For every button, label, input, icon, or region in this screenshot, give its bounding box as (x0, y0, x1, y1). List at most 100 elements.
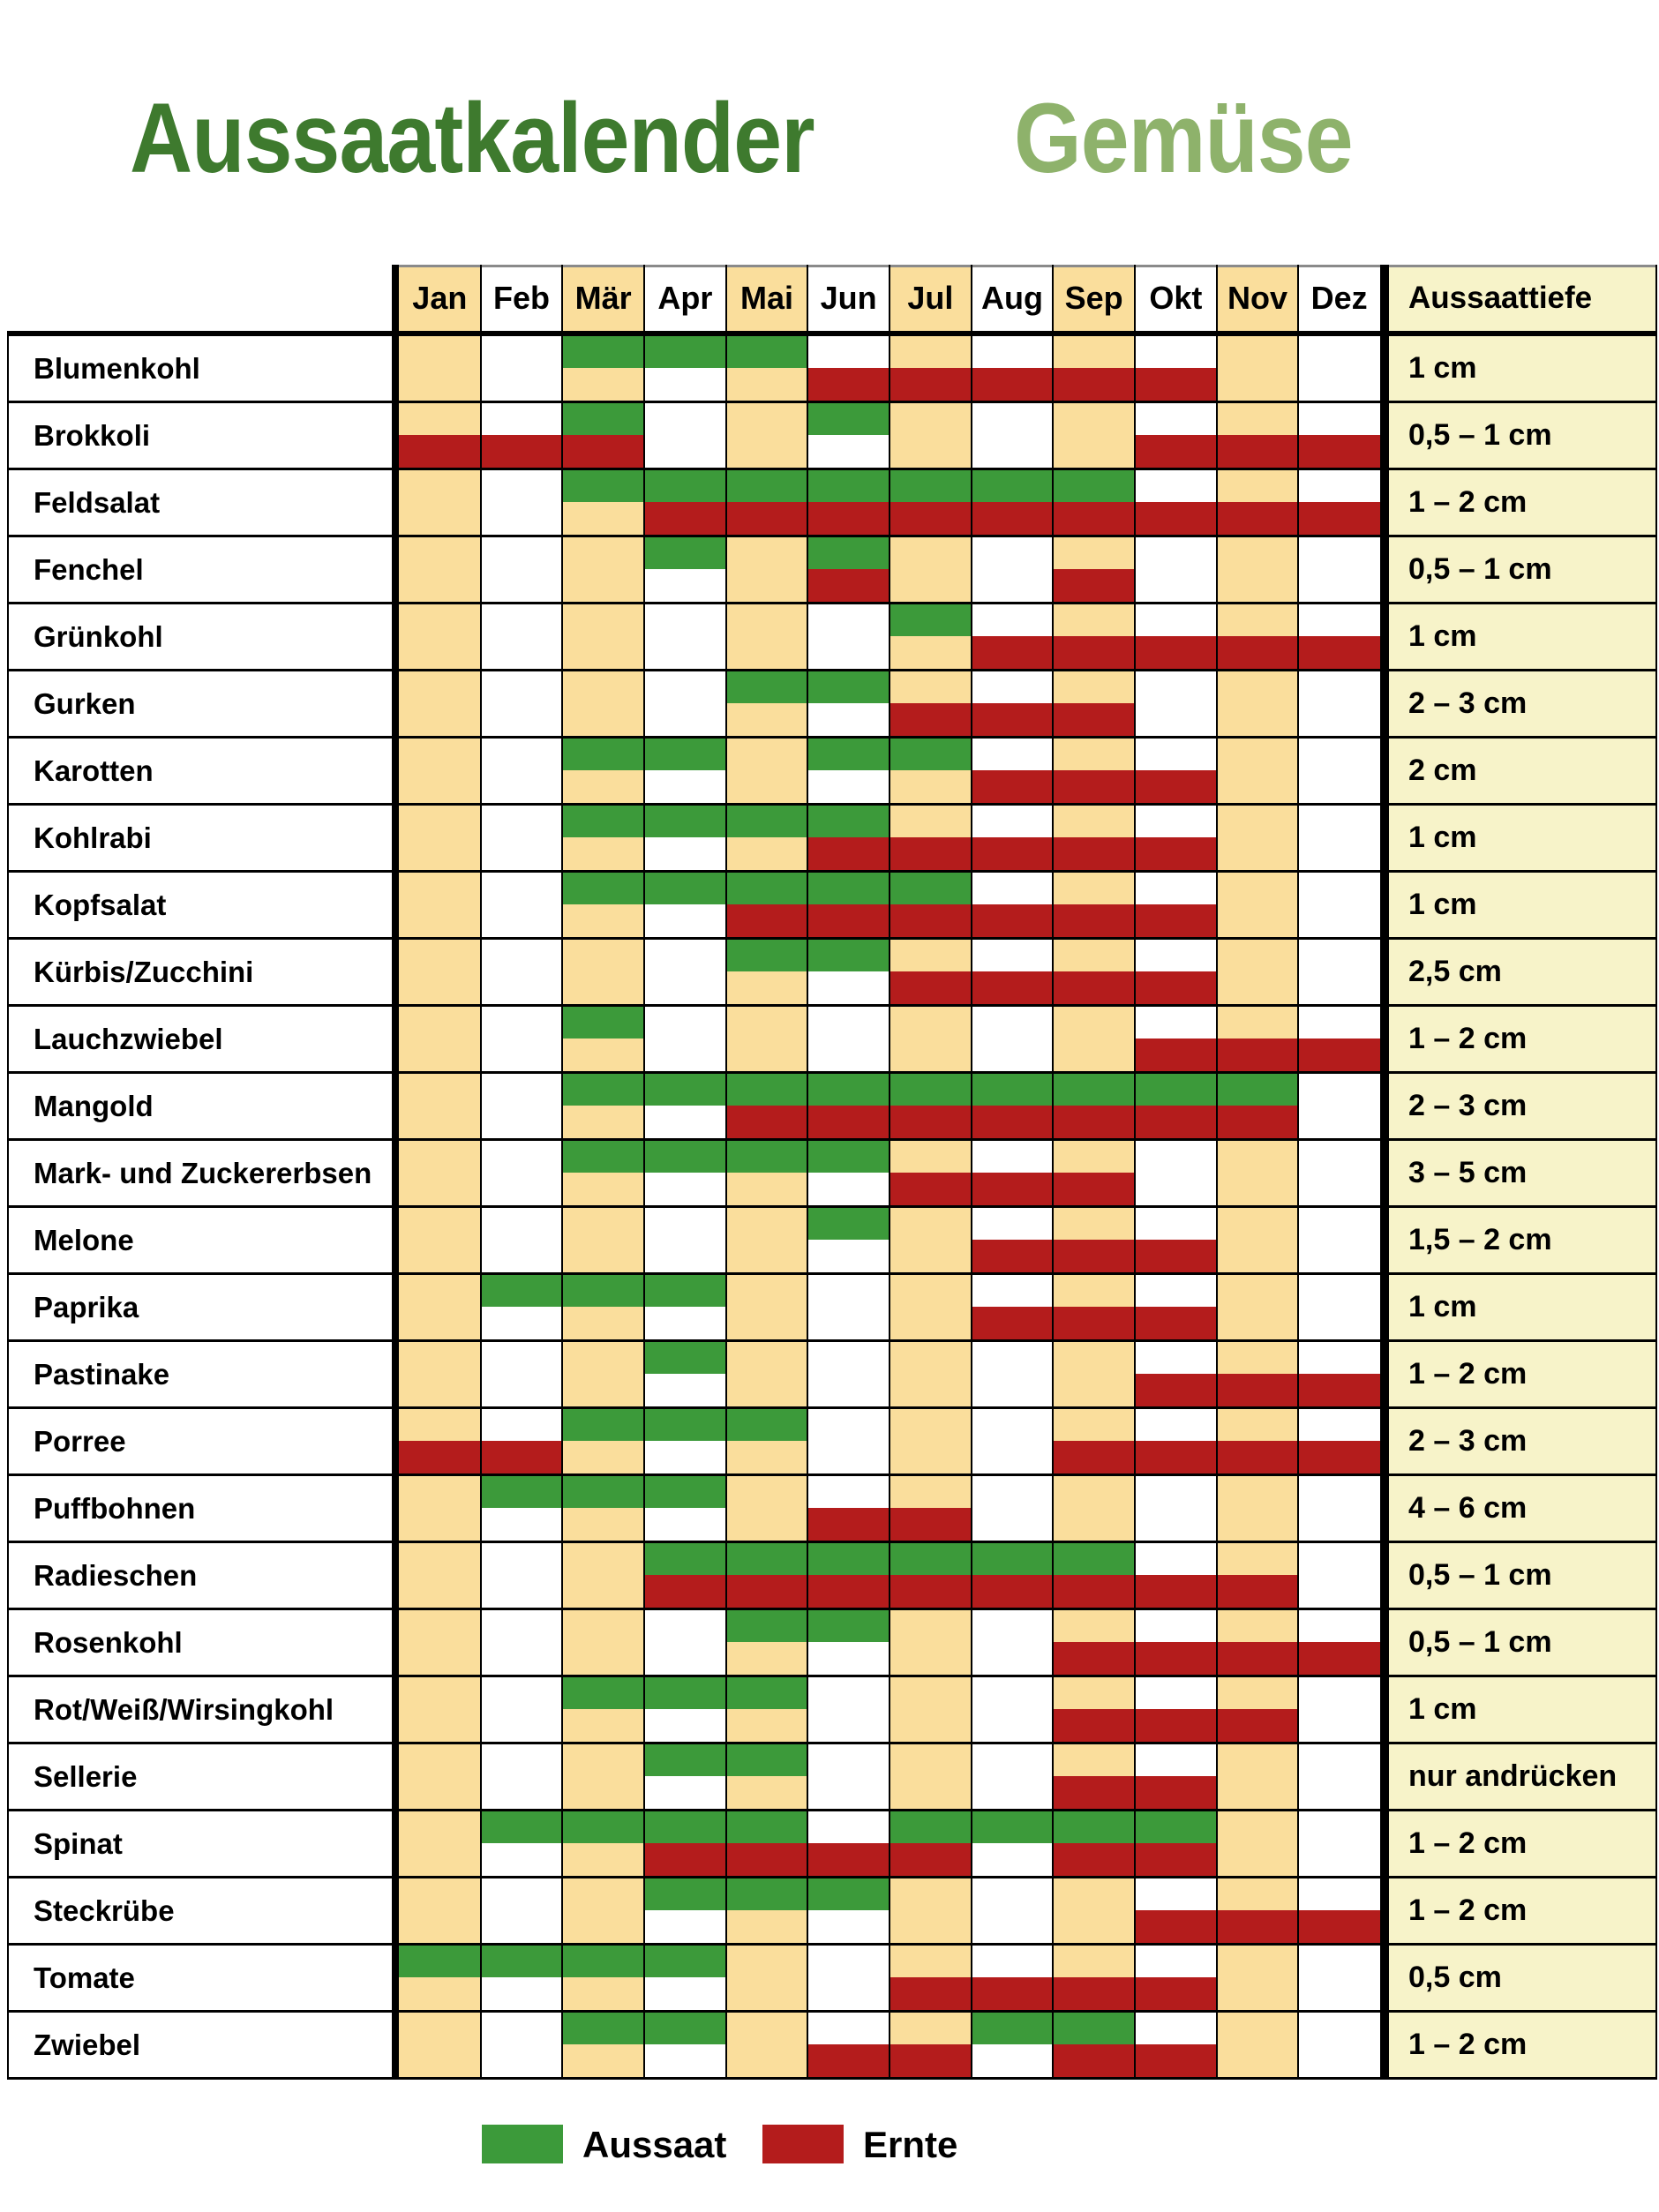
row-divider (7, 669, 1657, 671)
sow-bar (562, 1007, 644, 1039)
harvest-bar (1135, 435, 1380, 468)
row-divider (7, 1406, 1657, 1409)
row-divider (7, 1071, 1657, 1074)
depth-cell: 1,5 – 2 cm (1408, 1223, 1552, 1256)
row-divider (7, 602, 1657, 604)
row-label: Grünkohl (34, 620, 163, 653)
depth-cell: 1 – 2 cm (1408, 485, 1528, 519)
row-divider (7, 1339, 1657, 1342)
depth-cell: 4 – 6 cm (1408, 1491, 1528, 1525)
row-divider (7, 1809, 1657, 1811)
sow-bar (807, 537, 890, 569)
row-divider (7, 401, 1657, 403)
row-label: Blumenkohl (34, 352, 200, 385)
row-label: Porree (34, 1425, 126, 1458)
row-divider (7, 1541, 1657, 1543)
row-label: Pastinake (34, 1358, 170, 1391)
month-header-label: Mär (574, 280, 632, 316)
month-column-bg (890, 265, 972, 2080)
harvest-bar (807, 837, 1217, 870)
harvest-bar (890, 703, 1135, 736)
sow-bar (480, 1275, 726, 1307)
row-label: Paprika (34, 1291, 139, 1323)
table-right-border (1655, 265, 1657, 2080)
label-months-divider (392, 265, 399, 2080)
row-label: Puffbohnen (34, 1492, 196, 1525)
row-divider (7, 803, 1657, 806)
month-divider (1134, 265, 1136, 2080)
month-header-label: Aug (980, 280, 1043, 316)
month-divider (889, 265, 890, 2080)
depth-cell: 1 cm (1408, 619, 1477, 653)
month-header-label: Jan (412, 280, 468, 316)
harvest-bar (807, 368, 1217, 401)
sow-bar (644, 537, 726, 569)
month-header-label: Nov (1227, 280, 1287, 316)
depth-cell: 2 – 3 cm (1408, 686, 1528, 720)
row-divider (7, 1138, 1657, 1141)
harvest-bar (971, 1240, 1217, 1272)
depth-cell: 2,5 cm (1408, 955, 1502, 988)
month-header-label: Okt (1149, 280, 1203, 316)
depth-column-bg (1389, 265, 1657, 2080)
row-label: Melone (34, 1224, 134, 1256)
sow-bar (807, 403, 890, 435)
depth-cell: 1 – 2 cm (1408, 2028, 1528, 2061)
depth-cell: 0,5 cm (1408, 1961, 1502, 1994)
row-divider (7, 1943, 1657, 1946)
months-depth-divider (1380, 265, 1389, 2080)
depth-cell: 1 cm (1408, 1692, 1477, 1726)
depth-cell: 1 cm (1408, 1290, 1477, 1323)
harvest-bar (1135, 1910, 1380, 1943)
month-column-bg (1298, 265, 1380, 2080)
depth-cell: 0,5 – 1 cm (1408, 1558, 1552, 1592)
row-label: Steckrübe (34, 1894, 175, 1927)
month-column-bg (399, 265, 481, 2080)
harvest-bar (725, 1106, 1299, 1138)
sow-bar (562, 873, 972, 904)
month-divider (1297, 265, 1300, 2080)
month-column-bg (480, 265, 563, 2080)
header-divider (7, 331, 1657, 336)
page-title: Aussaatkalender (130, 83, 815, 193)
month-header-label: Feb (492, 280, 550, 316)
row-divider (7, 1004, 1657, 1007)
sow-bar (644, 1878, 890, 1910)
row-label: Kohlrabi (34, 821, 152, 854)
row-label: Sellerie (34, 1760, 138, 1793)
harvest-bar (1053, 1709, 1299, 1742)
depth-cell: 2 cm (1408, 754, 1477, 787)
month-header-label: Sep (1064, 280, 1123, 316)
row-label: Brokkoli (34, 419, 151, 452)
table-top-border (392, 265, 1657, 267)
row-label: Zwiebel (34, 2028, 141, 2061)
month-column-bg (971, 265, 1054, 2080)
row-divider (7, 1272, 1657, 1275)
row-label: Radieschen (34, 1559, 198, 1592)
row-divider (7, 1742, 1657, 1744)
harvest-bar (1053, 569, 1135, 602)
row-divider (7, 736, 1657, 739)
month-header-label: Apr (657, 280, 713, 316)
month-header-label: Jun (820, 280, 877, 316)
row-divider (7, 2010, 1657, 2013)
depth-cell: nur andrücken (1408, 1759, 1618, 1793)
depth-cell: 1 – 2 cm (1408, 1022, 1528, 1055)
harvest-bar (971, 770, 1217, 803)
sow-bar (562, 1074, 1299, 1106)
sow-bar (562, 1409, 808, 1441)
depth-cell: 0,5 – 1 cm (1408, 552, 1552, 586)
row-divider (7, 468, 1657, 470)
sow-bar (807, 1208, 890, 1240)
row-label: Tomate (34, 1961, 135, 1994)
month-divider (479, 265, 482, 2080)
row-divider (7, 870, 1657, 873)
row-divider (7, 535, 1657, 537)
month-divider (724, 265, 727, 2080)
sow-bar (644, 1342, 726, 1374)
row-label: Kürbis/Zucchini (34, 956, 254, 988)
sow-bar (480, 1476, 726, 1508)
depth-cell: 3 – 5 cm (1408, 1156, 1528, 1189)
month-divider (643, 265, 645, 2080)
sow-bar (562, 336, 808, 368)
